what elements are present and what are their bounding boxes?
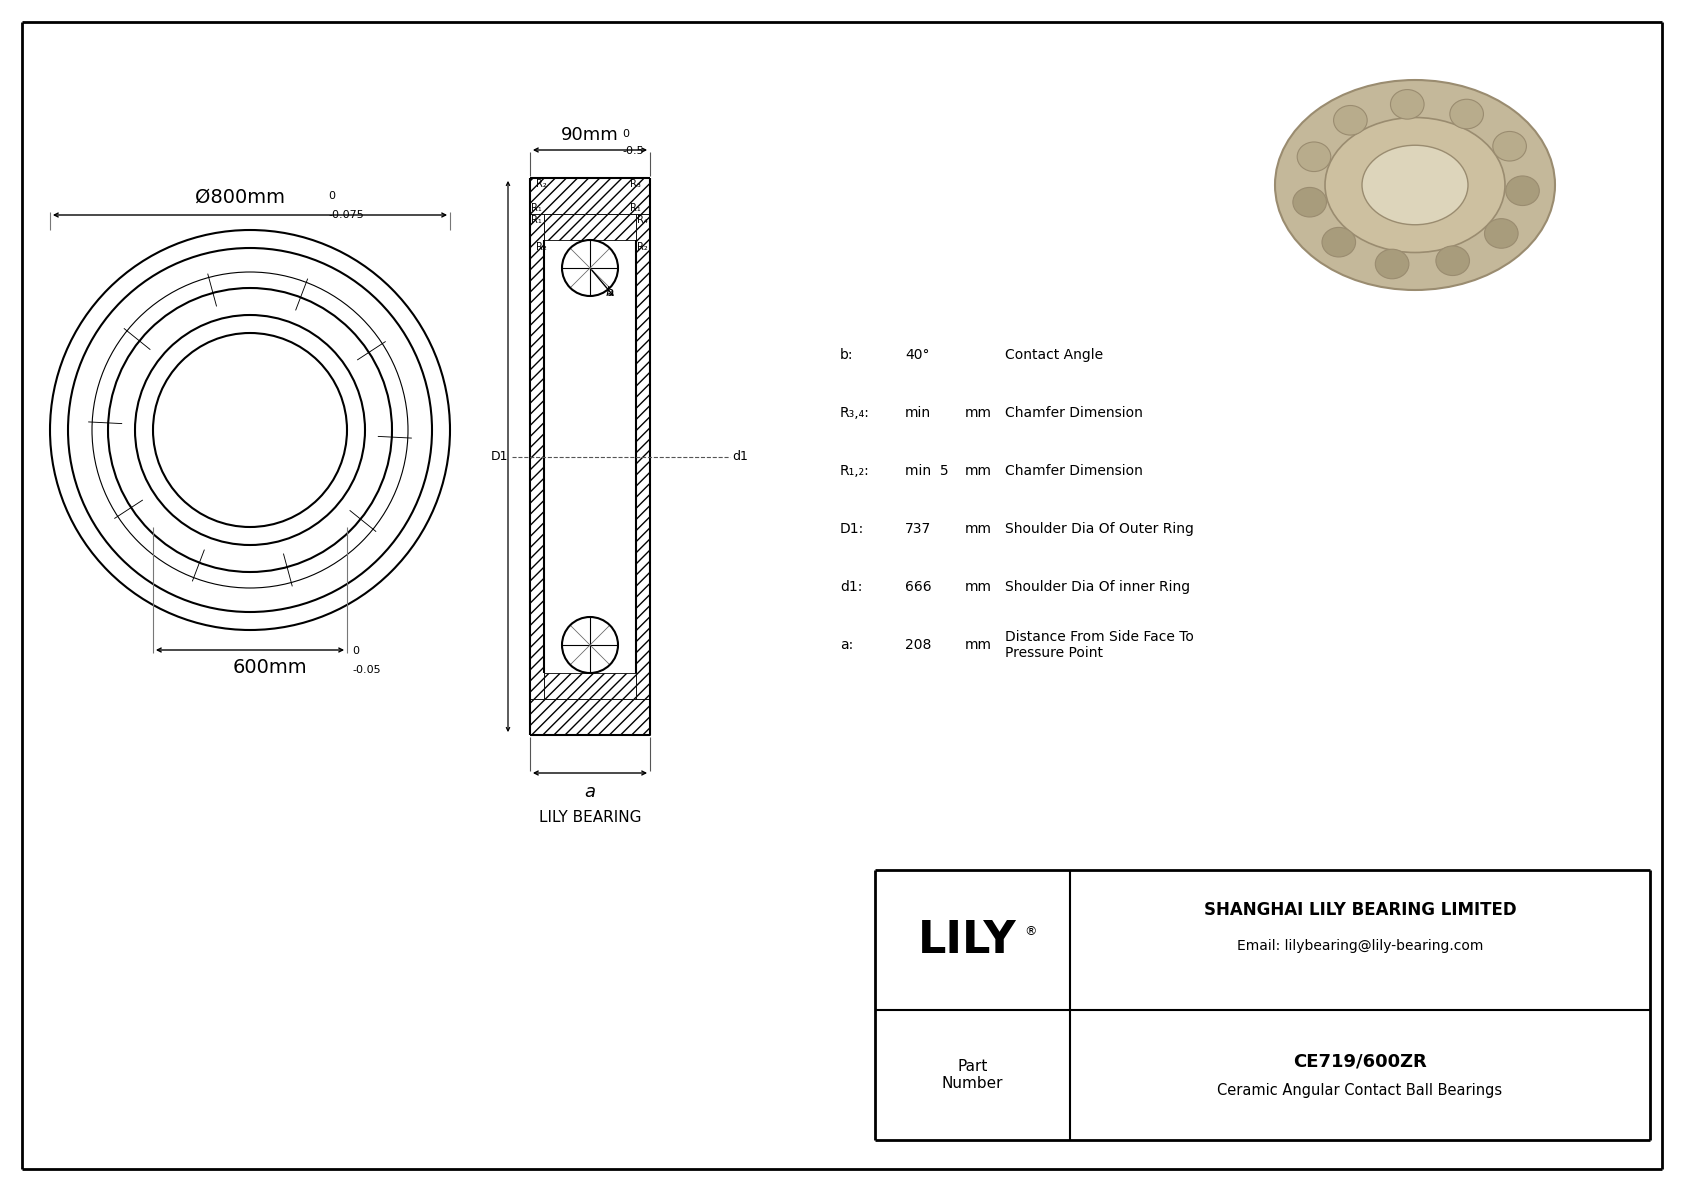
Text: mm: mm [965,580,992,594]
Text: R₃,₄:: R₃,₄: [840,406,871,420]
Text: -0.5: -0.5 [621,146,643,156]
Text: Contact Angle: Contact Angle [1005,348,1103,362]
Ellipse shape [1297,142,1330,172]
Text: -0.05: -0.05 [352,665,381,675]
Text: Shoulder Dia Of Outer Ring: Shoulder Dia Of Outer Ring [1005,522,1194,536]
Text: mm: mm [965,406,992,420]
Text: mm: mm [965,464,992,478]
Text: a:: a: [840,638,854,651]
Text: min: min [904,406,931,420]
Text: a: a [584,782,596,802]
Text: R₁: R₁ [530,202,542,213]
Ellipse shape [1325,118,1505,252]
Bar [530,214,544,699]
Text: Email: lilybearing@lily-bearing.com: Email: lilybearing@lily-bearing.com [1236,939,1484,953]
Text: 208: 208 [904,638,931,651]
Ellipse shape [1436,247,1470,275]
Text: 737: 737 [904,522,931,536]
Text: R₂: R₂ [536,242,547,252]
Bar [544,673,637,699]
Text: D1: D1 [490,450,509,463]
Text: 0: 0 [352,646,359,656]
Ellipse shape [1376,249,1410,279]
Text: 0: 0 [621,129,630,139]
Bar [530,699,650,735]
Text: d1:: d1: [840,580,862,594]
Text: b:: b: [840,348,854,362]
Ellipse shape [1334,106,1367,135]
Text: -0.075: -0.075 [328,210,364,220]
Text: 90mm: 90mm [561,126,620,144]
Text: Chamfer Dimension: Chamfer Dimension [1005,406,1143,420]
Ellipse shape [1505,176,1539,206]
Text: Chamfer Dimension: Chamfer Dimension [1005,464,1143,478]
Text: 40°: 40° [904,348,930,362]
Text: d1: d1 [733,450,748,463]
Text: R₂: R₂ [536,179,547,189]
Ellipse shape [1322,227,1356,257]
Ellipse shape [1275,80,1554,289]
Text: R₄: R₄ [637,216,648,225]
Ellipse shape [1391,89,1425,119]
Text: R₃: R₃ [630,179,642,189]
Text: Distance From Side Face To
Pressure Point: Distance From Side Face To Pressure Poin… [1005,630,1194,660]
Text: Ø800mm: Ø800mm [195,188,285,207]
Text: b: b [606,286,613,299]
Bar [544,214,637,241]
Text: LILY BEARING: LILY BEARING [539,810,642,825]
Bar [637,214,650,699]
Text: D1:: D1: [840,522,864,536]
Text: Shoulder Dia Of inner Ring: Shoulder Dia Of inner Ring [1005,580,1191,594]
Text: R₁: R₁ [630,202,640,213]
Text: R₁,₂:: R₁,₂: [840,464,869,478]
Ellipse shape [1450,99,1484,129]
Text: ®: ® [1024,925,1037,939]
Text: R₁: R₁ [530,216,542,225]
Text: SHANGHAI LILY BEARING LIMITED: SHANGHAI LILY BEARING LIMITED [1204,902,1516,919]
Text: min  5: min 5 [904,464,948,478]
Text: 666: 666 [904,580,931,594]
Text: Ceramic Angular Contact Ball Bearings: Ceramic Angular Contact Ball Bearings [1218,1083,1502,1098]
Ellipse shape [1492,131,1526,161]
Text: 600mm: 600mm [232,657,306,676]
Ellipse shape [1293,187,1327,217]
Text: mm: mm [965,638,992,651]
Ellipse shape [1362,145,1468,225]
Text: CE719/600ZR: CE719/600ZR [1293,1052,1426,1071]
Bar [530,177,650,214]
Text: R₂: R₂ [637,242,648,252]
Ellipse shape [1485,219,1517,248]
Text: Part
Number: Part Number [941,1059,1004,1091]
Text: 0: 0 [328,191,335,201]
Text: LILY: LILY [918,918,1017,961]
Text: mm: mm [965,522,992,536]
